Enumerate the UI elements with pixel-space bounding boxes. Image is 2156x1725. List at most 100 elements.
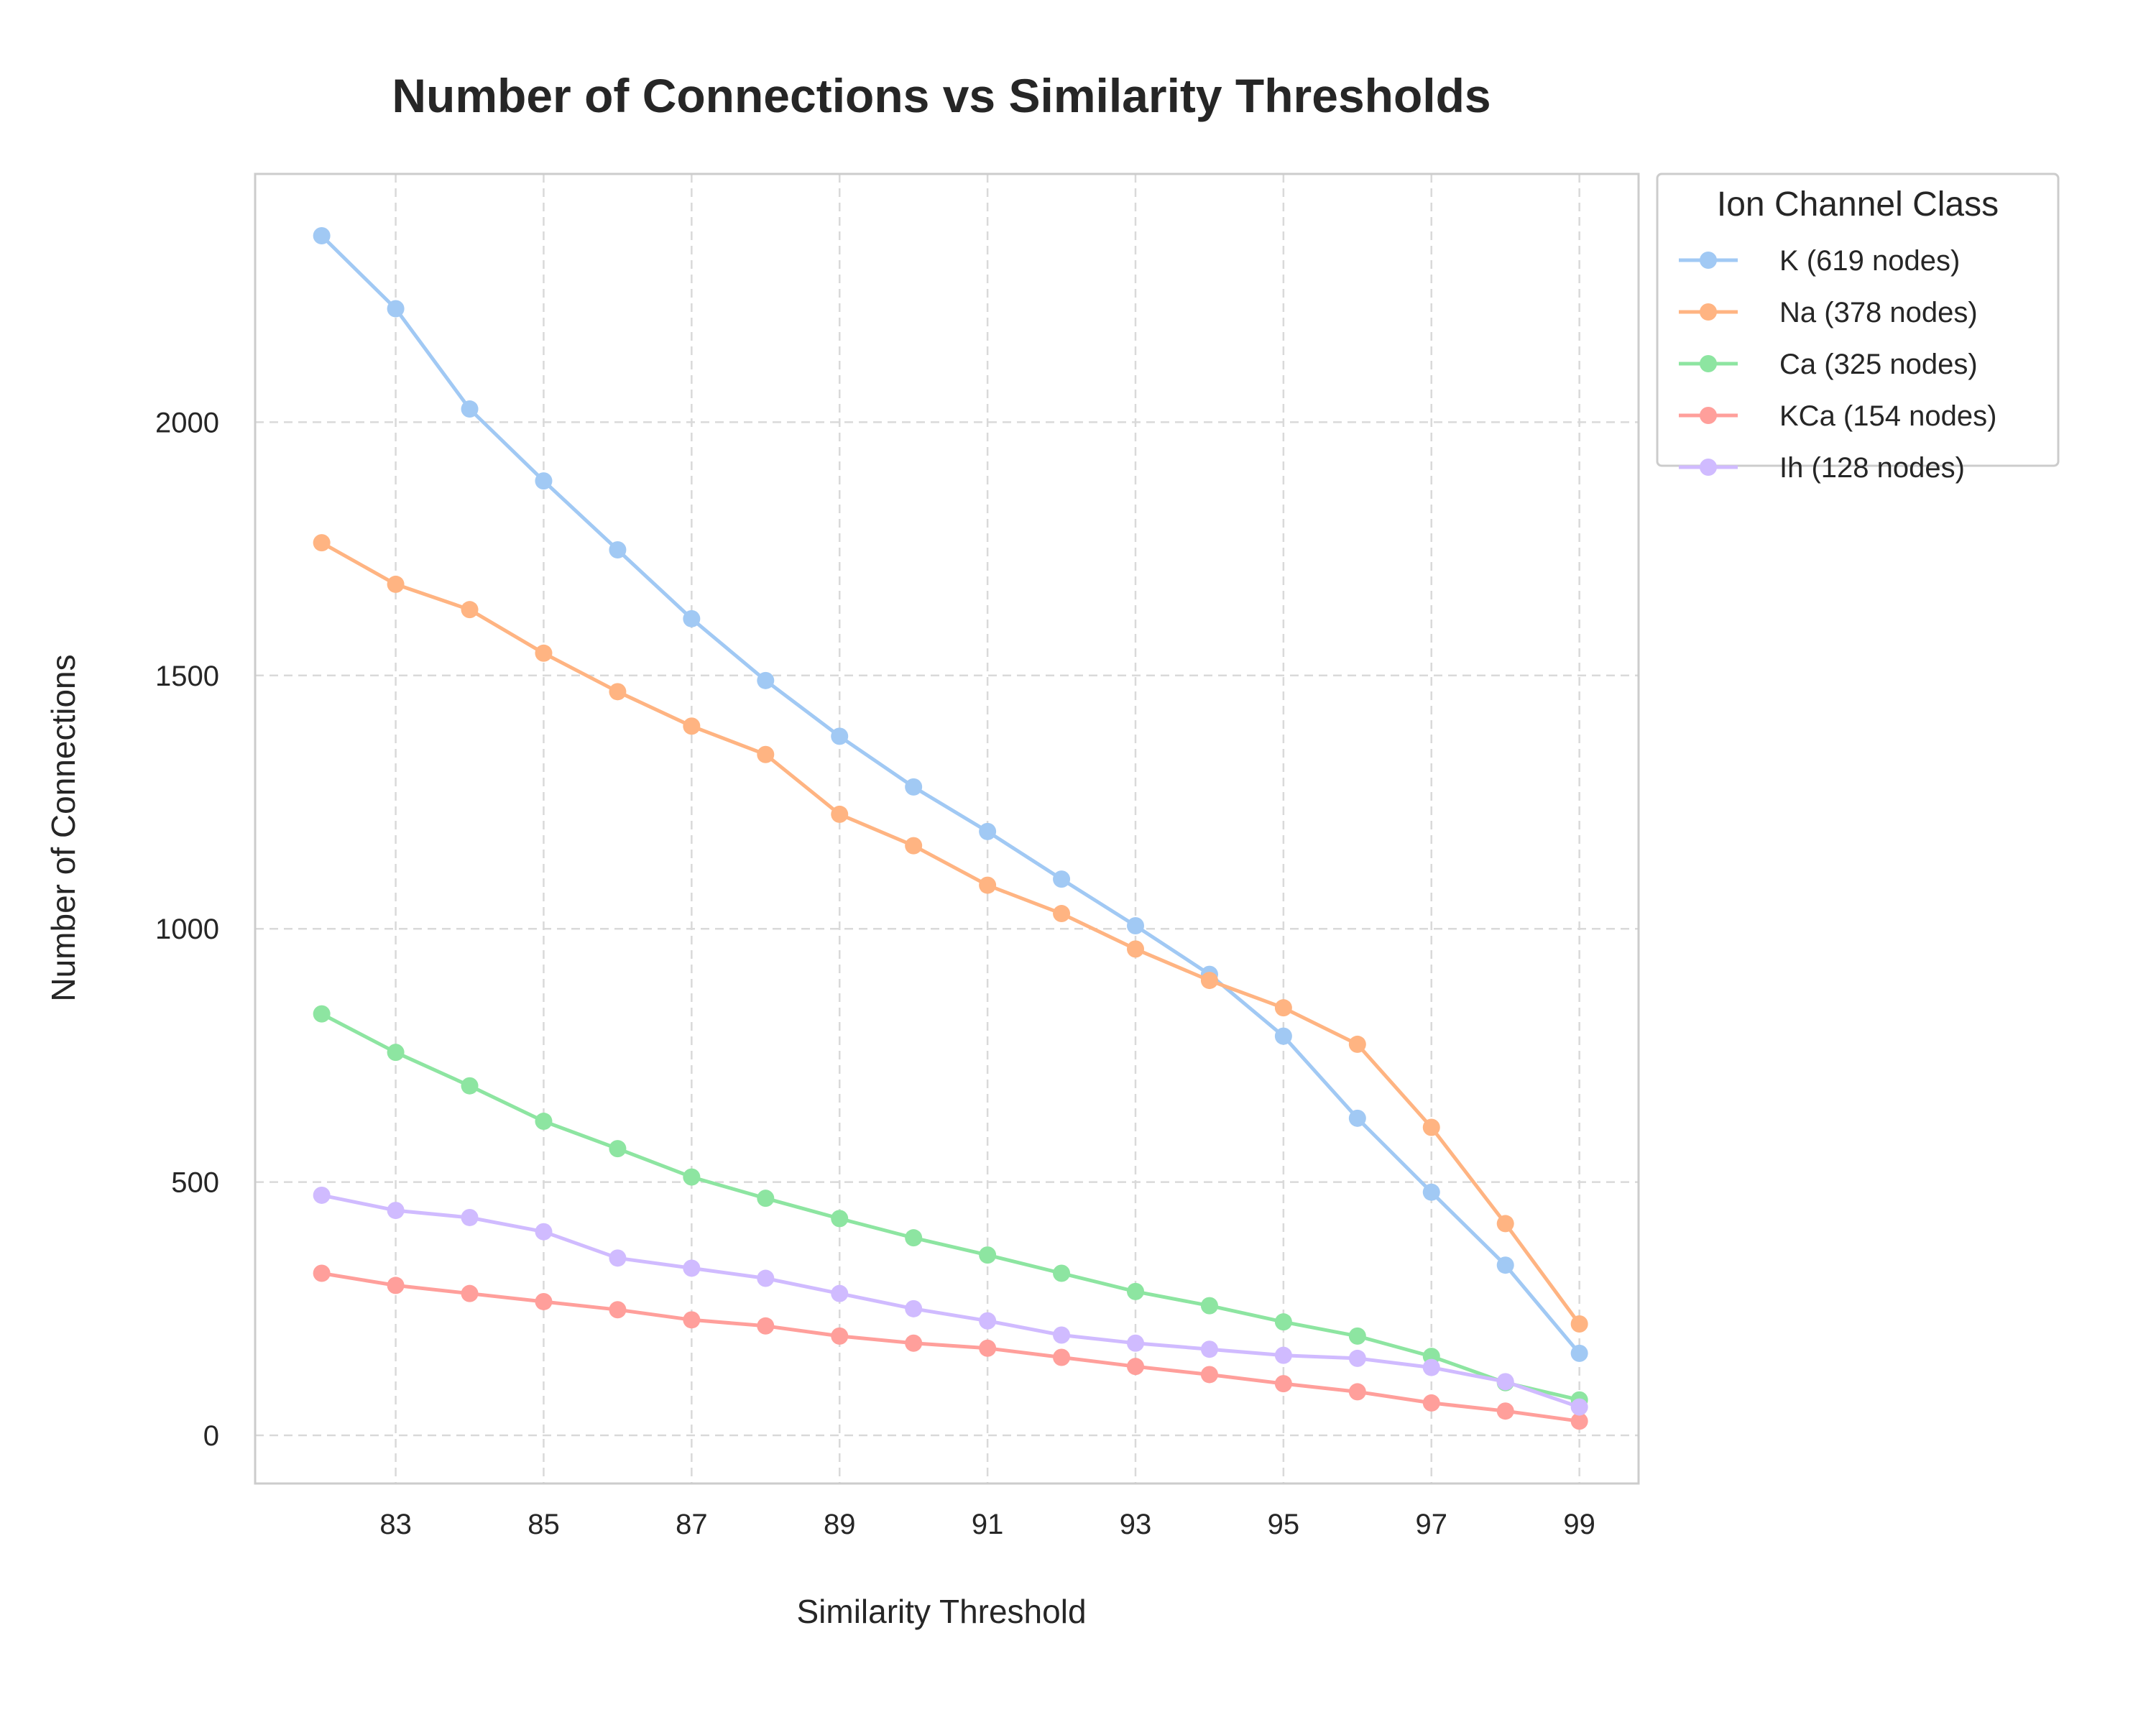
legend-marker (1700, 459, 1717, 476)
y-tick-label: 1500 (155, 661, 219, 692)
data-point (609, 1301, 627, 1319)
data-point (387, 1276, 405, 1294)
data-point (757, 1317, 775, 1335)
data-point (1348, 1109, 1366, 1127)
data-point (1422, 1118, 1440, 1136)
legend-items: K (619 nodes) Na (378 nodes) Ca (325 nodes… (1679, 245, 1996, 484)
data-point (1348, 1035, 1366, 1053)
data-point (683, 1311, 701, 1329)
y-tick-label: 2000 (155, 407, 219, 438)
legend-item: Ca (325 nodes) (1679, 349, 1978, 380)
grid (255, 174, 1639, 1484)
legend-item: Ih (128 nodes) (1679, 452, 1965, 484)
data-point (1422, 1183, 1440, 1201)
data-point (1053, 905, 1071, 923)
x-tick-label: 93 (1120, 1509, 1152, 1540)
x-tick-label: 97 (1416, 1509, 1448, 1540)
data-point (1274, 1346, 1292, 1364)
data-point (1274, 999, 1292, 1017)
data-point (683, 1259, 701, 1277)
data-point (1496, 1373, 1514, 1391)
data-point (1053, 1326, 1071, 1344)
data-point (313, 1186, 331, 1204)
data-point (979, 822, 997, 840)
series-4 (313, 1186, 1588, 1416)
data-point (979, 1339, 997, 1357)
data-point (535, 1223, 553, 1241)
data-point (1496, 1215, 1514, 1233)
data-point (609, 1249, 627, 1267)
legend-marker (1700, 252, 1717, 269)
data-point (1348, 1349, 1366, 1367)
data-point (535, 1292, 553, 1310)
data-point (387, 575, 405, 593)
series-line (320, 1271, 1582, 1423)
series-line (320, 234, 1582, 1356)
series-line (320, 1193, 1582, 1409)
data-point (757, 1190, 775, 1208)
data-point (831, 1210, 849, 1228)
data-point (461, 1284, 479, 1302)
data-point (609, 683, 627, 701)
legend-marker (1700, 303, 1717, 321)
data-point (1053, 1348, 1071, 1366)
data-point (757, 671, 775, 689)
legend-label: Na (378 nodes) (1779, 297, 1978, 328)
data-point (535, 644, 553, 662)
data-point (757, 745, 775, 763)
data-point (1200, 1297, 1218, 1315)
data-point (1348, 1327, 1366, 1345)
chart-title: Number of Connections vs Similarity Thre… (392, 69, 1491, 122)
data-point (1422, 1358, 1440, 1376)
series-3 (313, 1264, 1588, 1430)
data-point (757, 1269, 775, 1287)
data-point (313, 226, 331, 244)
series-line (320, 540, 1582, 1326)
x-tick-label: 99 (1563, 1509, 1595, 1540)
data-point (313, 534, 331, 552)
legend-label: Ca (325 nodes) (1779, 349, 1978, 380)
data-point (1127, 940, 1144, 958)
data-point (387, 300, 405, 318)
data-point (905, 778, 923, 796)
data-point (609, 540, 627, 558)
data-point (1422, 1394, 1440, 1412)
data-point (831, 1284, 849, 1302)
x-tick-label: 95 (1268, 1509, 1300, 1540)
series-1 (313, 534, 1588, 1333)
data-point (683, 610, 701, 627)
legend: Ion Channel Class K (619 nodes) Na (378 n… (1656, 172, 2060, 484)
data-point (905, 1229, 923, 1247)
data-point (831, 727, 849, 745)
data-point (979, 1312, 997, 1330)
data-point (1348, 1383, 1366, 1401)
data-point (979, 876, 997, 894)
data-point (683, 1168, 701, 1186)
data-point (535, 472, 553, 490)
data-point (1570, 1398, 1588, 1416)
data-point (461, 400, 479, 418)
x-tick-label: 83 (379, 1509, 412, 1540)
data-point (683, 717, 701, 735)
data-point (905, 837, 923, 855)
legend-label: Ih (128 nodes) (1779, 452, 1965, 484)
data-point (1053, 1264, 1071, 1282)
data-point (1200, 1340, 1218, 1358)
data-point (1127, 1334, 1144, 1352)
x-tick-label: 91 (972, 1509, 1004, 1540)
y-axis-ticks: 0 500 1000 1500 2000 (155, 407, 219, 1452)
data-point (1053, 870, 1071, 888)
x-tick-label: 89 (824, 1509, 856, 1540)
data-point (535, 1113, 553, 1131)
series-line (320, 1012, 1582, 1402)
data-point (831, 1327, 849, 1345)
data-point (905, 1334, 923, 1352)
x-axis-ticks: 83 85 87 89 91 93 95 97 99 (379, 1509, 1595, 1540)
data-point (1570, 1344, 1588, 1362)
legend-marker (1700, 407, 1717, 424)
data-point (461, 1077, 479, 1095)
data-point (979, 1246, 997, 1264)
legend-item: KCa (154 nodes) (1679, 400, 1996, 432)
data-point (461, 1208, 479, 1226)
data-point (1274, 1313, 1292, 1331)
